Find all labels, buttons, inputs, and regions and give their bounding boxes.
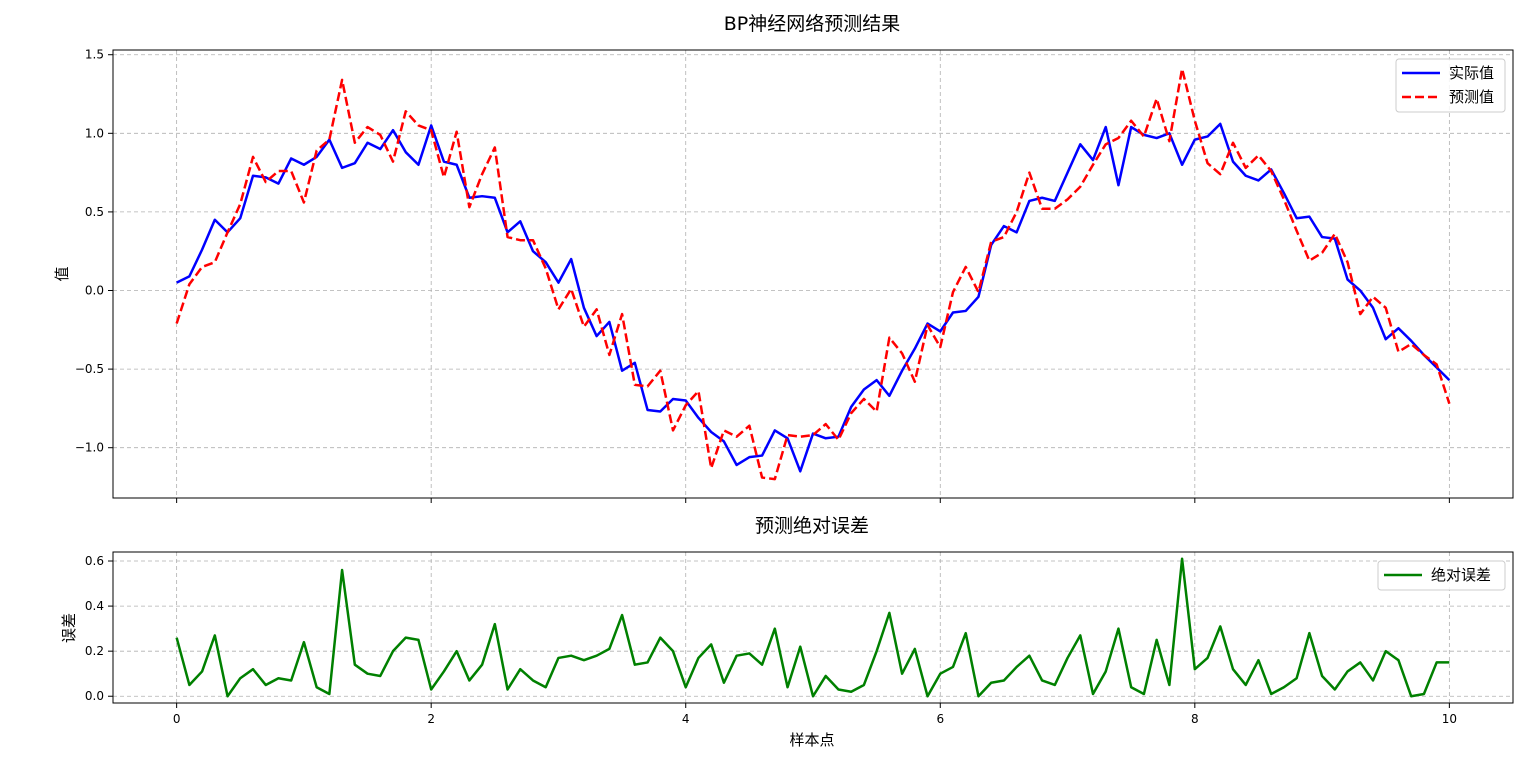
- prediction-chart-title: BP神经网络预测结果: [724, 13, 901, 35]
- x-tick-label: 4: [682, 712, 690, 726]
- x-tick-label: 8: [1191, 712, 1199, 726]
- error-chart-series: [175, 557, 1450, 698]
- prediction-chart-ylabel: 值: [53, 266, 71, 281]
- y-tick-label: 0.0: [85, 689, 104, 703]
- y-tick-label: 0.0: [85, 284, 104, 298]
- error-chart-ylabel: 误差: [60, 613, 78, 643]
- y-tick-label: 0.5: [85, 205, 104, 219]
- legend-label-predicted: 预测值: [1449, 88, 1494, 106]
- x-tick-label: 6: [936, 712, 944, 726]
- error-chart-legend: 绝对误差: [1377, 560, 1506, 591]
- error-chart-title: 预测绝对误差: [755, 515, 869, 537]
- y-tick-label: 0.6: [85, 554, 104, 568]
- error-chart-xlabel: 样本点: [789, 731, 834, 749]
- prediction-chart-grid: [113, 50, 1513, 498]
- error-chart-frame: [112, 551, 1514, 704]
- y-tick-label: 0.4: [85, 599, 104, 613]
- legend-label-error: 绝对误差: [1431, 566, 1491, 584]
- series-line-1: [175, 67, 1451, 481]
- y-tick-label: 1.5: [85, 48, 104, 62]
- y-tick-label: 0.2: [85, 644, 104, 658]
- series-line-0: [175, 557, 1450, 698]
- prediction-chart: BP神经网络预测结果 −1.0 −0.5 0.0 0.5 1.0 1.5 值 实际值 预测…: [53, 13, 1514, 503]
- y-tick-label: −1.0: [75, 441, 104, 455]
- prediction-chart-series: [175, 67, 1451, 481]
- legend-box: [1377, 560, 1506, 591]
- prediction-chart-legend: 实际值 预测值: [1395, 58, 1506, 113]
- error-chart-ticks: 0 2 4 6 8 10 0.0 0.2 0.4 0.6: [85, 554, 1457, 726]
- prediction-chart-ticks: −1.0 −0.5 0.0 0.5 1.0 1.5: [75, 48, 1450, 503]
- prediction-chart-frame: [112, 49, 1514, 499]
- y-tick-label: −0.5: [75, 362, 104, 376]
- error-chart-grid: [113, 552, 1513, 703]
- x-tick-label: 2: [427, 712, 435, 726]
- series-line-0: [176, 122, 1451, 473]
- x-tick-label: 10: [1442, 712, 1457, 726]
- y-tick-label: 1.0: [85, 126, 104, 140]
- x-tick-label: 0: [173, 712, 181, 726]
- error-chart: 预测绝对误差 0 2 4 6 8 10 0.0 0.2 0.4 0.6 误差 样本点 绝对误差: [60, 515, 1514, 749]
- legend-label-actual: 实际值: [1449, 64, 1494, 82]
